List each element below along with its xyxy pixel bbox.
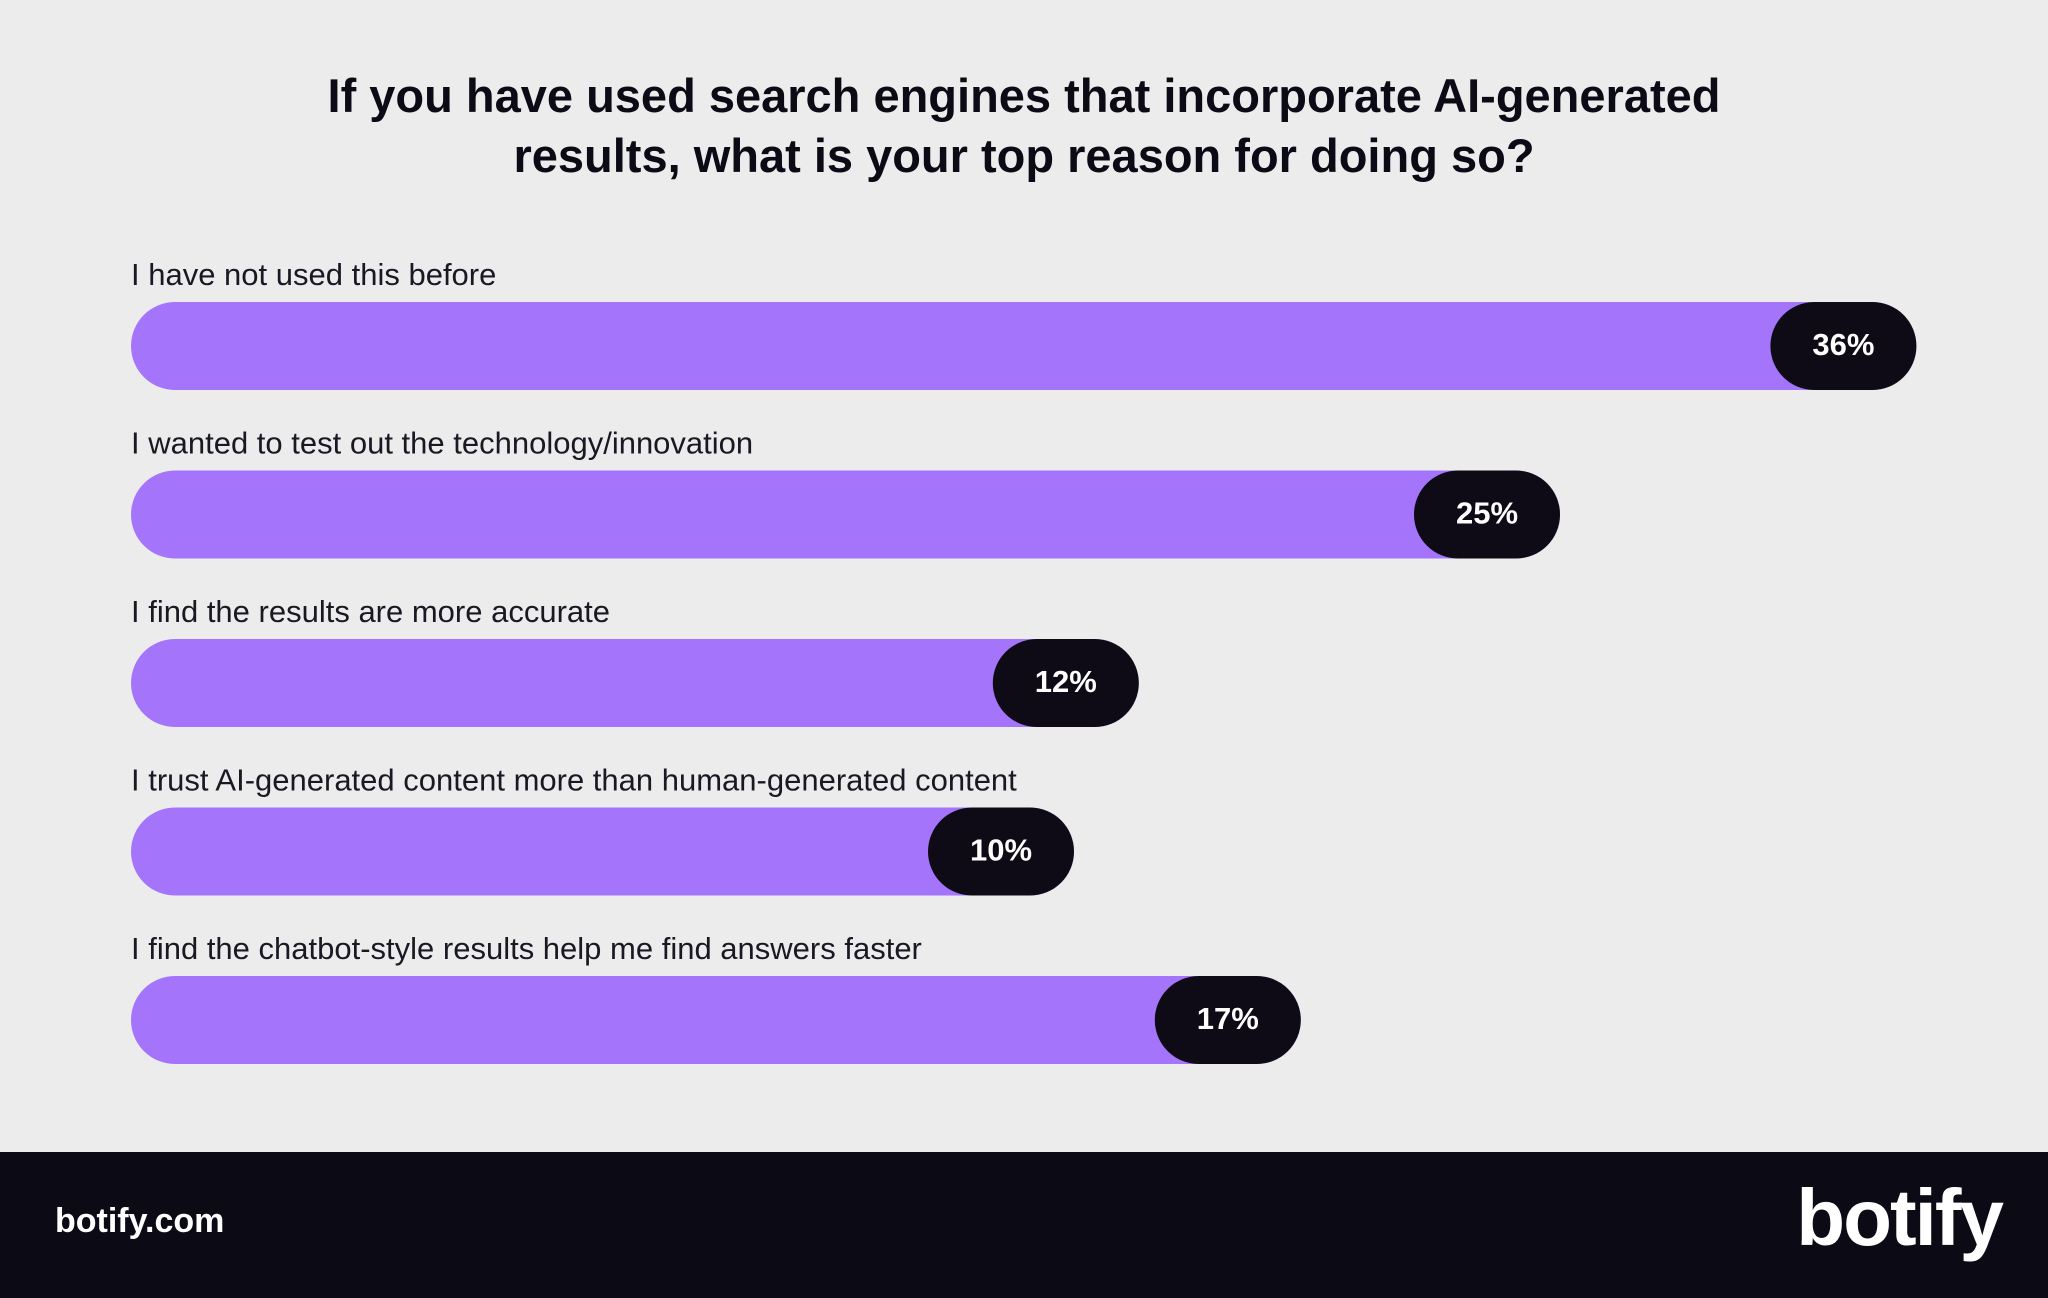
bar — [131, 976, 1301, 1064]
footer: botify.com botify — [0, 1152, 2048, 1298]
category-label: I find the results are more accurate — [131, 594, 610, 629]
value-badge — [928, 807, 1074, 896]
value-badge — [1770, 302, 1917, 390]
value-label: 12% — [1035, 664, 1097, 699]
value-label: 25% — [1456, 496, 1518, 531]
value-label: 10% — [970, 833, 1032, 868]
logo: botify — [1796, 1173, 2004, 1262]
bar — [131, 302, 1917, 390]
category-label: I find the chatbot-style results help me… — [131, 931, 922, 966]
category-label: I have not used this before — [131, 257, 496, 292]
value-badge — [1414, 470, 1560, 559]
bar — [131, 807, 1074, 896]
category-label: I trust AI-generated content more than h… — [131, 763, 1017, 798]
bar — [131, 639, 1139, 727]
value-label: 17% — [1197, 1001, 1259, 1036]
bar — [131, 470, 1560, 559]
chart: I have not used this before 36% I wanted t… — [131, 257, 1917, 1064]
value-badge — [992, 639, 1139, 727]
value-label: 36% — [1812, 327, 1874, 362]
category-label: I wanted to test out the technology/inno… — [131, 426, 753, 461]
value-badge — [1154, 976, 1301, 1064]
site-url: botify.com — [55, 1202, 225, 1240]
chart-title: If you have used search engines that inc… — [327, 69, 1721, 182]
